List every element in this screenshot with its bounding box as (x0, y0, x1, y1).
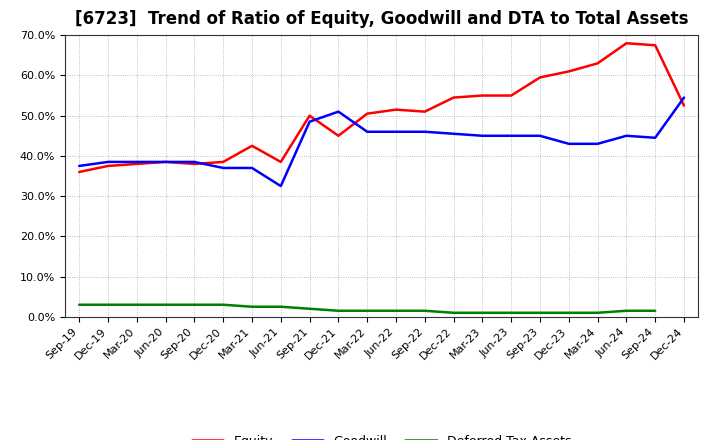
Deferred Tax Assets (104, 302, 112, 308)
Goodwill (190, 159, 199, 165)
Equity (564, 69, 573, 74)
Goodwill (132, 159, 141, 165)
Goodwill (478, 133, 487, 139)
Deferred Tax Assets (190, 302, 199, 308)
Equity (536, 75, 544, 80)
Equity (334, 133, 343, 139)
Deferred Tax Assets (564, 310, 573, 315)
Goodwill (305, 119, 314, 125)
Deferred Tax Assets (536, 310, 544, 315)
Deferred Tax Assets (132, 302, 141, 308)
Goodwill (680, 95, 688, 100)
Equity (190, 161, 199, 167)
Goodwill (622, 133, 631, 139)
Deferred Tax Assets (420, 308, 429, 313)
Deferred Tax Assets (219, 302, 228, 308)
Equity (104, 163, 112, 169)
Equity (622, 40, 631, 46)
Goodwill (536, 133, 544, 139)
Goodwill (334, 109, 343, 114)
Equity (248, 143, 256, 148)
Equity (132, 161, 141, 167)
Equity (680, 103, 688, 108)
Goodwill (420, 129, 429, 134)
Goodwill (363, 129, 372, 134)
Goodwill (507, 133, 516, 139)
Equity (276, 159, 285, 165)
Deferred Tax Assets (75, 302, 84, 308)
Deferred Tax Assets (334, 308, 343, 313)
Equity (449, 95, 458, 100)
Equity (651, 43, 660, 48)
Title: [6723]  Trend of Ratio of Equity, Goodwill and DTA to Total Assets: [6723] Trend of Ratio of Equity, Goodwil… (75, 10, 688, 28)
Goodwill (449, 131, 458, 136)
Goodwill (219, 165, 228, 171)
Goodwill (276, 183, 285, 189)
Deferred Tax Assets (248, 304, 256, 309)
Deferred Tax Assets (276, 304, 285, 309)
Equity (363, 111, 372, 116)
Goodwill (651, 135, 660, 140)
Equity (219, 159, 228, 165)
Goodwill (564, 141, 573, 147)
Deferred Tax Assets (449, 310, 458, 315)
Equity (161, 159, 170, 165)
Goodwill (593, 141, 602, 147)
Equity (420, 109, 429, 114)
Deferred Tax Assets (363, 308, 372, 313)
Equity (75, 169, 84, 175)
Deferred Tax Assets (651, 308, 660, 313)
Goodwill (392, 129, 400, 134)
Equity (392, 107, 400, 112)
Line: Goodwill: Goodwill (79, 98, 684, 186)
Deferred Tax Assets (478, 310, 487, 315)
Equity (593, 61, 602, 66)
Deferred Tax Assets (392, 308, 400, 313)
Line: Equity: Equity (79, 43, 684, 172)
Equity (507, 93, 516, 98)
Deferred Tax Assets (593, 310, 602, 315)
Deferred Tax Assets (507, 310, 516, 315)
Goodwill (161, 159, 170, 165)
Equity (305, 113, 314, 118)
Equity (478, 93, 487, 98)
Goodwill (248, 165, 256, 171)
Deferred Tax Assets (305, 306, 314, 312)
Goodwill (75, 163, 84, 169)
Deferred Tax Assets (161, 302, 170, 308)
Line: Deferred Tax Assets: Deferred Tax Assets (79, 305, 655, 313)
Deferred Tax Assets (622, 308, 631, 313)
Legend: Equity, Goodwill, Deferred Tax Assets: Equity, Goodwill, Deferred Tax Assets (187, 430, 576, 440)
Goodwill (104, 159, 112, 165)
